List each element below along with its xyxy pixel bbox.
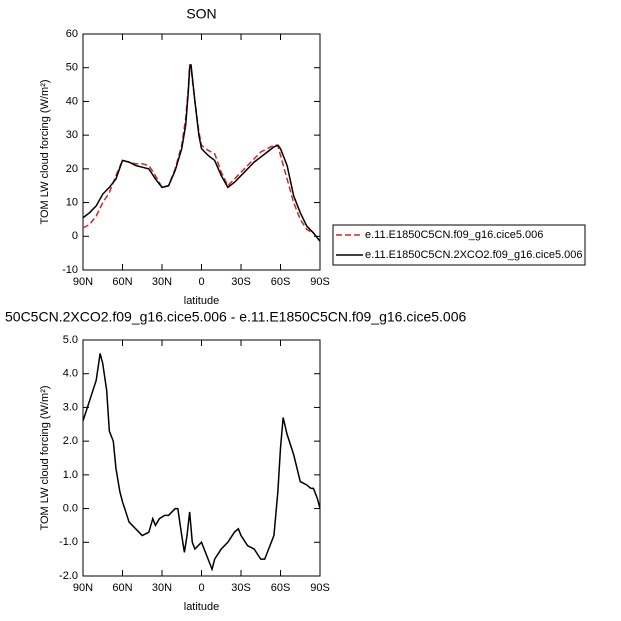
x-tick-label: 30N — [152, 276, 172, 288]
plot-frame — [82, 339, 321, 577]
y-tick-label: 30 — [66, 129, 78, 141]
x-tick-label: 30S — [231, 276, 251, 288]
y-tick-label: 1.0 — [63, 469, 78, 481]
x-tick-label: 90N — [73, 582, 93, 594]
legend-box — [332, 224, 586, 266]
y-tick-label: 50 — [66, 62, 78, 74]
chart-title: SON — [186, 6, 216, 22]
x-tick-label: 0 — [198, 276, 204, 288]
x-axis-label: latitude — [184, 295, 219, 307]
x-tick-label: 90S — [310, 582, 330, 594]
y-tick-label: 3.0 — [63, 401, 78, 413]
x-tick-label: 30S — [231, 582, 251, 594]
x-tick-label: 0 — [198, 582, 204, 594]
x-tick-label: 60N — [112, 276, 132, 288]
y-tick-label: 2.0 — [63, 435, 78, 447]
y-axis-label: TOM LW cloud forcing (W/m²) — [39, 385, 51, 530]
plot-frame — [82, 33, 321, 271]
series-line — [82, 64, 321, 242]
y-tick-label: 5.0 — [63, 334, 78, 346]
y-axis-label: TOM LW cloud forcing (W/m²) — [39, 79, 51, 224]
x-tick-label: 90S — [310, 276, 330, 288]
y-tick-label: 60 — [66, 28, 78, 40]
y-tick-label: 20 — [66, 163, 78, 175]
x-axis-label: latitude — [184, 601, 219, 613]
y-tick-label: -1.0 — [59, 536, 78, 548]
legend-label: e.11.E1850C5CN.2XCO2.f09_g16.cice5.006 — [365, 249, 583, 261]
x-tick-label: 60N — [112, 582, 132, 594]
y-tick-label: -2.0 — [59, 570, 78, 582]
series-line — [82, 64, 321, 242]
y-tick-label: 40 — [66, 95, 78, 107]
legend-label: e.11.E1850C5CN.f09_g16.cice5.006 — [365, 229, 543, 241]
series-line — [82, 353, 321, 572]
x-tick-label: 60S — [271, 582, 291, 594]
x-tick-label: 90N — [73, 276, 93, 288]
y-tick-label: 4.0 — [63, 368, 78, 380]
y-tick-label: -10 — [62, 264, 78, 276]
x-tick-label: 60S — [271, 276, 291, 288]
y-tick-label: 0 — [72, 230, 78, 242]
y-tick-label: 0.0 — [63, 502, 78, 514]
x-tick-label: 30N — [152, 582, 172, 594]
y-tick-label: 10 — [66, 196, 78, 208]
chart-title: 50C5CN.2XCO2.f09_g16.cice5.006 - e.11.E1… — [5, 309, 466, 325]
